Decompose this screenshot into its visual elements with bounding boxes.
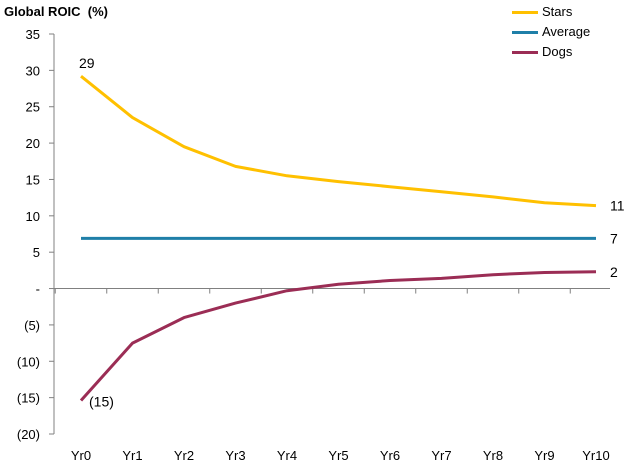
x-tick-label: Yr8 [483,448,503,463]
data-label: 7 [610,230,618,246]
legend-swatch-stars [512,11,538,14]
y-tick-label: 15 [26,172,40,187]
y-tick-label: - [36,282,40,297]
x-tick-label: Yr0 [71,448,91,463]
legend: Stars Average Dogs [512,3,622,63]
y-tick-label: 35 [26,27,40,42]
y-tick-label: (10) [17,354,40,369]
x-tick-label: Yr2 [174,448,194,463]
y-tick-label: (20) [17,427,40,442]
legend-label-average: Average [542,24,591,39]
legend-swatch-average [512,31,538,34]
x-tick-label: Yr6 [380,448,400,463]
legend-label-stars: Stars [542,4,573,19]
x-tick-label: Yr7 [431,448,451,463]
x-tick-label: Yr1 [122,448,142,463]
series-line-dogs [79,270,597,402]
legend-item-stars: Stars [512,3,622,23]
y-tick-label: 10 [26,209,40,224]
data-label: 11 [610,198,624,214]
legend-item-average: Average [512,23,622,43]
x-tick-label: Yr10 [582,448,609,463]
y-axis-title: Global ROIC (%) [4,4,108,19]
y-tick-label: (15) [17,391,40,406]
x-tick-label: Yr9 [534,448,554,463]
y-tick-label: 25 [26,100,40,115]
y-tick-label: (5) [24,318,40,333]
legend-swatch-dogs [512,51,538,54]
data-label: 2 [610,264,618,280]
x-tick-label: Yr5 [328,448,348,463]
legend-label-dogs: Dogs [542,44,573,59]
y-tick-label: 30 [26,63,40,78]
y-tick-label: 20 [26,136,40,151]
x-tick-label: Yr4 [277,448,297,463]
data-label: (15) [89,394,114,410]
y-tick-label: 5 [33,245,40,260]
x-tick-label: Yr3 [225,448,245,463]
legend-item-dogs: Dogs [512,43,622,63]
data-label: 29 [79,55,95,71]
series-line-stars [80,75,597,208]
